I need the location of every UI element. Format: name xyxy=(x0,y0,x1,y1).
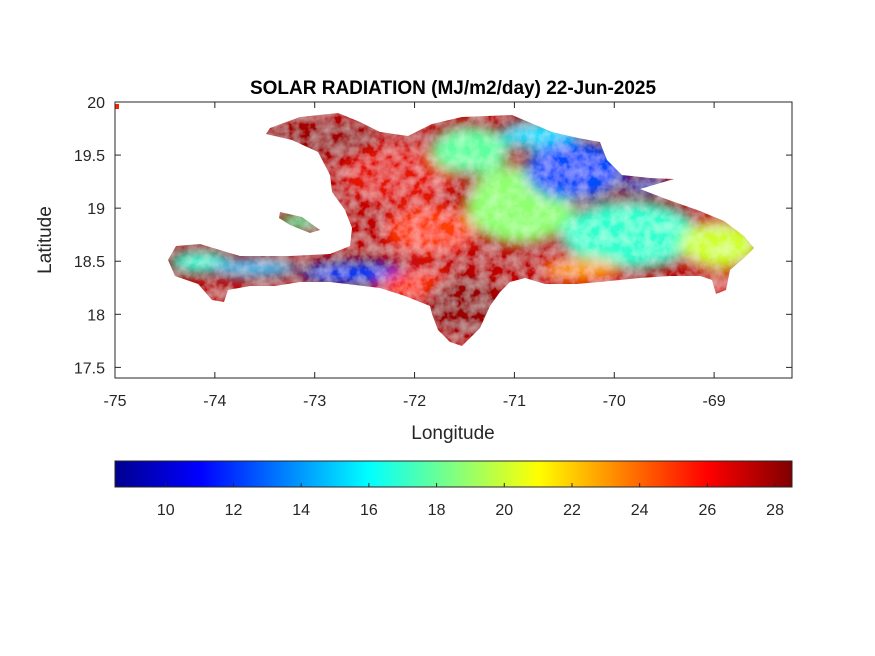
region-southeast-coast xyxy=(540,258,620,282)
x-tick-label: -71 xyxy=(503,393,526,410)
colorbar: 10 12 14 16 18 20 22 24 26 28 xyxy=(114,460,793,519)
y-tick-label: 19 xyxy=(87,201,105,218)
y-axis-label: Latitude xyxy=(35,206,56,274)
region-cordillera-central xyxy=(430,125,510,175)
colorbar-ticks: 10 12 14 16 18 20 22 24 26 28 xyxy=(157,483,784,519)
x-tick-label: -75 xyxy=(103,393,126,410)
x-tick-label: -72 xyxy=(403,393,426,410)
x-tick-label: -70 xyxy=(603,393,626,410)
region-northeast xyxy=(525,140,625,200)
colorbar-tick-label: 28 xyxy=(766,502,784,519)
y-tick-label: 18 xyxy=(87,307,105,324)
colorbar-tick-label: 20 xyxy=(495,502,513,519)
region-central-haiti xyxy=(385,205,475,255)
x-axis: -75 -74 -73 -72 -71 -70 -69 xyxy=(103,102,726,410)
y-axis: 17.5 18 18.5 19 19.5 20 xyxy=(74,95,792,377)
region-southern-peninsula-west xyxy=(210,258,300,278)
map-area: -75 -74 -73 -72 -71 -70 -69 17.5 18 18.5 19 19.5 20… xyxy=(35,95,793,444)
chart-title: SOLAR RADIATION (MJ/m2/day) 22-Jun-2025 xyxy=(250,78,657,99)
colorbar-tick-label: 16 xyxy=(360,502,378,519)
colorbar-tick-label: 12 xyxy=(225,502,243,519)
y-tick-label: 19.5 xyxy=(74,148,105,165)
colorbar-tick-label: 18 xyxy=(428,502,446,519)
y-tick-label: 17.5 xyxy=(74,360,105,377)
y-tick-label: 20 xyxy=(87,95,105,112)
region-northern-haiti xyxy=(343,145,453,205)
colorbar-tick-label: 24 xyxy=(631,502,649,519)
x-tick-label: -73 xyxy=(303,393,326,410)
colorbar-tick-label: 22 xyxy=(563,502,581,519)
colorbar-tick-label: 14 xyxy=(292,502,310,519)
region-eastern-plains xyxy=(560,200,700,270)
region-southern-peninsula-east xyxy=(300,261,410,285)
colorbar-tick-label: 10 xyxy=(157,502,175,519)
colorbar-tick-label: 26 xyxy=(698,502,716,519)
corner-fragment xyxy=(115,104,119,109)
y-tick-label: 18.5 xyxy=(74,254,105,271)
x-tick-label: -74 xyxy=(203,393,226,410)
x-axis-label: Longitude xyxy=(411,423,494,444)
x-tick-label: -69 xyxy=(703,393,726,410)
plot-frame xyxy=(114,101,793,379)
colorbar-gradient xyxy=(114,460,793,488)
